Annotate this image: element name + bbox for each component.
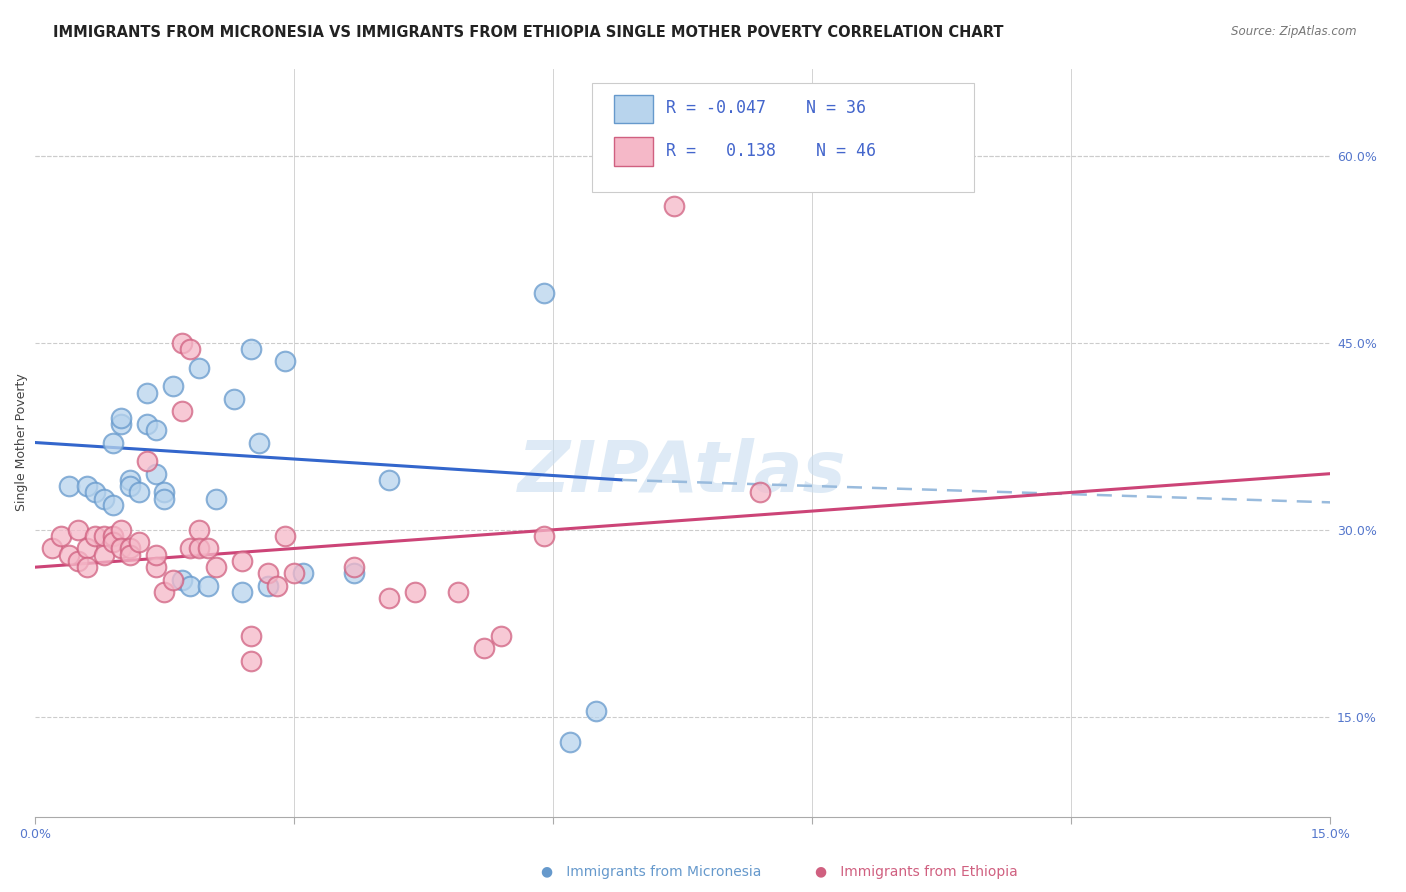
Point bbox=[145, 548, 167, 562]
Point bbox=[533, 285, 555, 300]
Point bbox=[378, 473, 401, 487]
Point bbox=[283, 566, 305, 581]
Point bbox=[249, 435, 271, 450]
Point bbox=[257, 566, 280, 581]
Point bbox=[128, 535, 150, 549]
Point bbox=[101, 435, 124, 450]
Point bbox=[266, 579, 288, 593]
Point bbox=[205, 560, 228, 574]
Text: IMMIGRANTS FROM MICRONESIA VS IMMIGRANTS FROM ETHIOPIA SINGLE MOTHER POVERTY COR: IMMIGRANTS FROM MICRONESIA VS IMMIGRANTS… bbox=[53, 25, 1004, 40]
Point bbox=[118, 473, 141, 487]
Text: R = -0.047    N = 36: R = -0.047 N = 36 bbox=[665, 99, 866, 117]
Point bbox=[188, 523, 211, 537]
Point bbox=[118, 479, 141, 493]
Point bbox=[489, 629, 512, 643]
Point bbox=[153, 485, 176, 500]
Text: ●   Immigrants from Ethiopia: ● Immigrants from Ethiopia bbox=[815, 865, 1018, 880]
Point bbox=[404, 585, 426, 599]
Bar bbox=[614, 137, 652, 166]
Point bbox=[145, 467, 167, 481]
Point bbox=[257, 579, 280, 593]
Point bbox=[101, 529, 124, 543]
Text: R =   0.138    N = 46: R = 0.138 N = 46 bbox=[665, 142, 876, 160]
Point bbox=[749, 485, 772, 500]
Point bbox=[67, 554, 90, 568]
Bar bbox=[614, 95, 652, 123]
Point bbox=[274, 354, 297, 368]
Point bbox=[41, 541, 63, 556]
Point bbox=[145, 560, 167, 574]
Text: ●   Immigrants from Micronesia: ● Immigrants from Micronesia bbox=[541, 865, 762, 880]
Point bbox=[162, 573, 184, 587]
Point bbox=[93, 529, 115, 543]
Point bbox=[343, 566, 366, 581]
Point bbox=[197, 579, 219, 593]
Point bbox=[222, 392, 245, 406]
Point bbox=[170, 335, 193, 350]
Point bbox=[585, 704, 607, 718]
FancyBboxPatch shape bbox=[592, 84, 974, 192]
Point bbox=[128, 485, 150, 500]
Point bbox=[533, 529, 555, 543]
Point bbox=[560, 735, 582, 749]
Point bbox=[662, 136, 685, 151]
Text: Source: ZipAtlas.com: Source: ZipAtlas.com bbox=[1232, 25, 1357, 38]
Point bbox=[49, 529, 72, 543]
Point bbox=[188, 541, 211, 556]
Point bbox=[197, 541, 219, 556]
Point bbox=[447, 585, 470, 599]
Point bbox=[231, 585, 253, 599]
Point bbox=[179, 342, 201, 356]
Point bbox=[378, 591, 401, 606]
Point bbox=[84, 485, 107, 500]
Point bbox=[67, 523, 90, 537]
Point bbox=[110, 410, 132, 425]
Point bbox=[76, 541, 98, 556]
Point bbox=[239, 654, 262, 668]
Point bbox=[58, 479, 80, 493]
Point bbox=[170, 404, 193, 418]
Point bbox=[93, 548, 115, 562]
Point bbox=[84, 529, 107, 543]
Point bbox=[76, 560, 98, 574]
Point bbox=[188, 360, 211, 375]
Point bbox=[231, 554, 253, 568]
Point bbox=[239, 342, 262, 356]
Point bbox=[136, 454, 159, 468]
Point bbox=[472, 641, 495, 656]
Point bbox=[291, 566, 314, 581]
Point bbox=[343, 560, 366, 574]
Point bbox=[145, 423, 167, 437]
Point bbox=[153, 491, 176, 506]
Point bbox=[153, 585, 176, 599]
Point bbox=[179, 541, 201, 556]
Point bbox=[110, 541, 132, 556]
Point bbox=[662, 199, 685, 213]
Point bbox=[118, 548, 141, 562]
Point bbox=[110, 417, 132, 431]
Text: ZIPAtlas: ZIPAtlas bbox=[519, 438, 846, 507]
Point bbox=[101, 498, 124, 512]
Point bbox=[170, 573, 193, 587]
Point bbox=[205, 491, 228, 506]
Point bbox=[136, 385, 159, 400]
Point bbox=[76, 479, 98, 493]
Point bbox=[118, 541, 141, 556]
Point bbox=[93, 491, 115, 506]
Point bbox=[58, 548, 80, 562]
Point bbox=[179, 579, 201, 593]
Y-axis label: Single Mother Poverty: Single Mother Poverty bbox=[15, 374, 28, 511]
Point bbox=[136, 417, 159, 431]
Point bbox=[110, 523, 132, 537]
Point bbox=[101, 535, 124, 549]
Point bbox=[239, 629, 262, 643]
Point bbox=[162, 379, 184, 393]
Point bbox=[274, 529, 297, 543]
